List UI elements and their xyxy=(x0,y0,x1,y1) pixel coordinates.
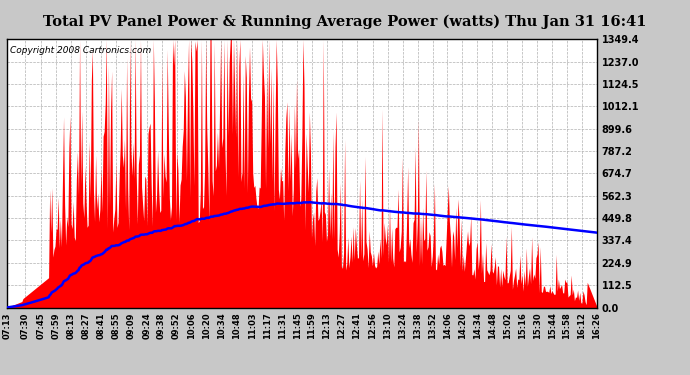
Text: Total PV Panel Power & Running Average Power (watts) Thu Jan 31 16:41: Total PV Panel Power & Running Average P… xyxy=(43,15,647,29)
Text: Copyright 2008 Cartronics.com: Copyright 2008 Cartronics.com xyxy=(10,46,151,55)
